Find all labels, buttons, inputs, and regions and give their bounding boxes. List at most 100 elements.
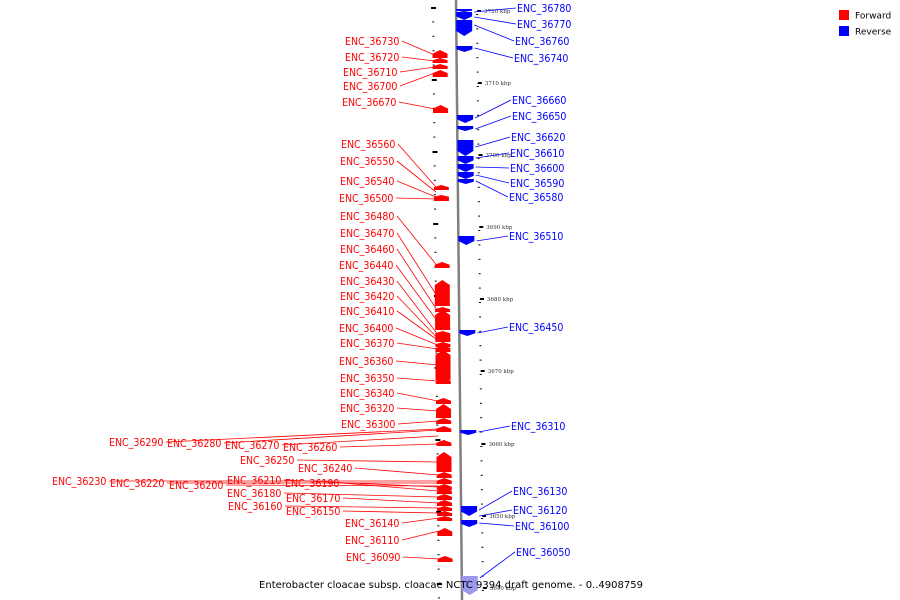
forward-gene-enc-36540[interactable]: ENC_36540 [340,176,437,198]
forward-gene-shape[interactable] [437,500,452,506]
forward-gene-label[interactable]: ENC_36240 [298,463,352,475]
forward-gene-shape[interactable] [435,310,451,330]
forward-gene-label[interactable]: ENC_36730 [345,36,399,48]
forward-gene-label[interactable]: ENC_36710 [343,67,397,79]
reverse-gene-label[interactable]: ENC_36310 [511,421,565,433]
forward-gene-shape[interactable] [435,307,451,312]
forward-gene-enc-36550[interactable]: ENC_36550 [340,156,437,193]
reverse-gene-enc-36580[interactable]: ENC_36580 [475,180,564,204]
reverse-gene-enc-36650[interactable]: ENC_36650 [475,111,566,130]
forward-gene-enc-36430[interactable]: ENC_36430 [340,276,438,335]
forward-gene-enc-36340[interactable]: ENC_36340 [340,388,439,402]
forward-gene-shape[interactable] [435,337,451,342]
forward-gene-shape[interactable] [433,185,449,190]
forward-gene-shape[interactable] [434,280,450,306]
forward-gene-label[interactable]: ENC_36230 [52,476,106,488]
forward-gene-label[interactable]: ENC_36560 [341,139,395,151]
forward-gene-label[interactable]: ENC_36720 [345,52,399,64]
forward-gene-label[interactable]: ENC_36410 [340,306,394,318]
forward-gene-enc-36090[interactable]: ENC_36090 [346,552,440,564]
forward-gene-enc-36270[interactable]: ENC_36270 [225,435,439,452]
forward-gene-label[interactable]: ENC_36150 [286,506,340,518]
reverse-gene-label[interactable]: ENC_36130 [513,486,567,498]
reverse-gene-shape[interactable] [458,236,475,245]
reverse-gene-label[interactable]: ENC_36580 [509,192,563,204]
forward-gene-shape[interactable] [432,70,448,77]
reverse-gene-label[interactable]: ENC_36510 [509,231,563,243]
forward-gene-enc-36320[interactable]: ENC_36320 [340,403,439,415]
forward-gene-enc-36170[interactable]: ENC_36170 [286,493,440,505]
forward-gene-enc-36710[interactable]: ENC_36710 [343,66,435,79]
forward-gene-shape[interactable] [436,452,452,472]
reverse-gene-shape[interactable] [459,330,476,336]
forward-gene-label[interactable]: ENC_36260 [283,442,337,454]
reverse-gene-enc-36620[interactable]: ENC_36620 [475,132,565,148]
forward-gene-enc-36150[interactable]: ENC_36150 [286,506,440,518]
forward-gene-shape[interactable] [436,488,452,494]
reverse-gene-shape[interactable] [456,9,473,12]
reverse-gene-enc-36770[interactable]: ENC_36770 [474,16,571,31]
forward-gene-enc-36670[interactable]: ENC_36670 [342,97,436,110]
reverse-gene-enc-36760[interactable]: ENC_36760 [474,24,569,48]
forward-gene-shape[interactable] [435,342,451,347]
reverse-gene-label[interactable]: ENC_36610 [510,148,564,160]
reverse-gene-enc-36660[interactable]: ENC_36660 [475,95,566,119]
forward-gene-shape[interactable] [433,105,449,113]
reverse-gene-enc-36310[interactable]: ENC_36310 [478,421,565,433]
forward-gene-label[interactable]: ENC_36350 [340,373,394,385]
reverse-gene-shape[interactable] [456,46,473,52]
reverse-gene-shape[interactable] [457,140,474,156]
reverse-gene-enc-36740[interactable]: ENC_36740 [474,47,568,65]
reverse-gene-shape[interactable] [461,520,478,527]
forward-gene-enc-36260[interactable]: ENC_36260 [283,442,439,454]
forward-gene-label[interactable]: ENC_36200 [169,480,223,492]
forward-gene-shape[interactable] [437,511,453,516]
forward-gene-enc-36250[interactable]: ENC_36250 [240,455,439,467]
forward-gene-enc-36400[interactable]: ENC_36400 [339,323,438,346]
forward-gene-label[interactable]: ENC_36280 [167,438,221,450]
forward-gene-enc-36140[interactable]: ENC_36140 [345,517,440,530]
reverse-gene-shape[interactable] [460,430,477,435]
reverse-gene-label[interactable]: ENC_36600 [510,163,564,175]
forward-gene-enc-36700[interactable]: ENC_36700 [343,72,435,93]
forward-gene-enc-36200[interactable]: ENC_36200 [169,480,439,492]
forward-gene-shape[interactable] [434,262,450,268]
forward-gene-shape[interactable] [432,50,448,58]
reverse-gene-enc-36780[interactable]: ENC_36780 [474,3,571,15]
forward-gene-label[interactable]: ENC_36670 [342,97,396,109]
reverse-gene-enc-36510[interactable]: ENC_36510 [476,231,563,243]
forward-gene-label[interactable]: ENC_36540 [340,176,394,188]
forward-gene-label[interactable]: ENC_36420 [340,291,394,303]
forward-gene-shape[interactable] [432,64,448,69]
forward-gene-shape[interactable] [437,528,453,536]
forward-gene-enc-36420[interactable]: ENC_36420 [340,291,438,339]
forward-gene-enc-36180[interactable]: ENC_36180 [227,488,439,500]
forward-gene-shape[interactable] [433,196,449,201]
forward-gene-enc-36190[interactable]: ENC_36190 [285,478,439,492]
forward-gene-label[interactable]: ENC_36370 [340,338,394,350]
forward-gene-enc-36440[interactable]: ENC_36440 [339,260,438,322]
forward-gene-enc-36730[interactable]: ENC_36730 [345,36,435,56]
reverse-gene-shape[interactable] [457,172,474,179]
reverse-gene-label[interactable]: ENC_36770 [517,19,571,31]
forward-gene-label[interactable]: ENC_36220 [110,478,164,490]
reverse-gene-enc-36450[interactable]: ENC_36450 [477,322,563,334]
forward-gene-label[interactable]: ENC_36160 [228,501,282,513]
forward-gene-shape[interactable] [435,345,451,352]
forward-gene-label[interactable]: ENC_36190 [285,478,339,490]
forward-gene-shape[interactable] [437,516,453,521]
forward-gene-enc-36160[interactable]: ENC_36160 [228,501,440,513]
forward-gene-shape[interactable] [435,398,451,404]
reverse-gene-enc-36100[interactable]: ENC_36100 [479,521,569,533]
forward-gene-enc-36240[interactable]: ENC_36240 [298,463,439,476]
reverse-gene-shape[interactable] [457,115,474,123]
forward-gene-label[interactable]: ENC_36170 [286,493,340,505]
forward-gene-label[interactable]: ENC_36140 [345,518,399,530]
forward-gene-enc-36210[interactable]: ENC_36210 [227,475,439,488]
forward-gene-enc-36560[interactable]: ENC_36560 [341,139,437,188]
forward-gene-label[interactable]: ENC_36090 [346,552,400,564]
reverse-gene-label[interactable]: ENC_36760 [515,36,569,48]
forward-gene-enc-36230[interactable]: ENC_36230 [52,476,439,488]
forward-gene-enc-36290[interactable]: ENC_36290 [109,428,439,449]
forward-gene-shape[interactable] [437,556,453,562]
